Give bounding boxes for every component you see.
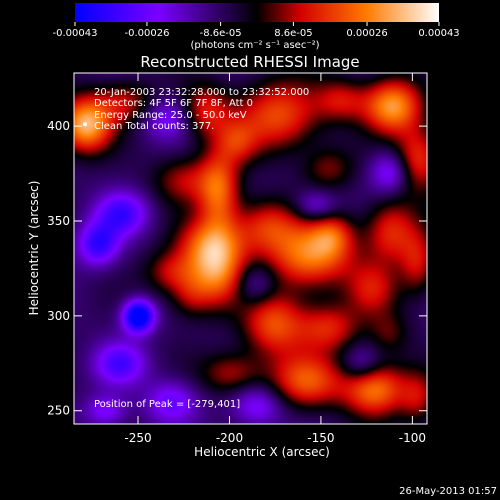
colorbar-unit-label: (photons cm⁻² s⁻¹ asec⁻²) <box>190 40 319 51</box>
x-tick-label: -100 <box>399 431 426 445</box>
colorbar <box>75 3 439 22</box>
x-tick-label: -250 <box>124 431 151 445</box>
info-line-time-range: 20-Jan-2003 23:32:28.000 to 23:32:52.000 <box>94 87 309 98</box>
x-tick-label: -200 <box>216 431 243 445</box>
info-lines: 20-Jan-2003 23:32:28.000 to 23:32:52.000… <box>94 87 309 132</box>
colorbar-tick-label: 0.00043 <box>418 28 459 39</box>
y-tick-label: 400 <box>47 119 70 133</box>
x-tick-label: -150 <box>307 431 334 445</box>
date-stamp: 26-May-2013 01:57 <box>399 486 497 497</box>
x-axis-label: Heliocentric X (arcsec) <box>194 445 330 459</box>
colorbar-tick-label: 8.6e-05 <box>274 28 312 39</box>
info-line-clean-counts: Clean Total counts: 377. <box>94 121 214 132</box>
peak-marker <box>82 122 87 127</box>
y-axis-label: Heliocentric Y (arcsec) <box>27 181 41 316</box>
colorbar-tick-label: -0.00043 <box>53 28 98 39</box>
colorbar-tick-label: -8.6e-05 <box>200 28 242 39</box>
colorbar-tick-label: 0.00026 <box>346 28 387 39</box>
colorbar-tick-label: -0.00026 <box>124 28 169 39</box>
chart-title: Reconstructed RHESSI Image <box>140 53 359 71</box>
info-line-detectors: Detectors: 4F 5F 6F 7F 8F, Att 0 <box>94 98 253 109</box>
y-tick-label: 300 <box>47 309 70 323</box>
colorbar-group: -0.00043 -0.00026 -8.6e-05 8.6e-05 0.00026 0.… <box>53 3 460 51</box>
info-line-energy-range: Energy Range: 25.0 - 50.0 keV <box>94 110 247 121</box>
plot-frame <box>73 72 428 425</box>
plot-marks <box>82 122 87 127</box>
y-tick-label: 350 <box>47 214 70 228</box>
axes: -250 -200 -150 -100 250 300 350 400 <box>47 73 427 445</box>
plot-area <box>73 72 428 425</box>
peak-position-label: Position of Peak = [-279,401] <box>94 399 240 410</box>
colorbar-ticks: -0.00043 -0.00026 -8.6e-05 8.6e-05 0.00026 0.… <box>53 22 460 39</box>
y-tick-label: 250 <box>47 404 70 418</box>
heatmap-image <box>74 73 427 424</box>
